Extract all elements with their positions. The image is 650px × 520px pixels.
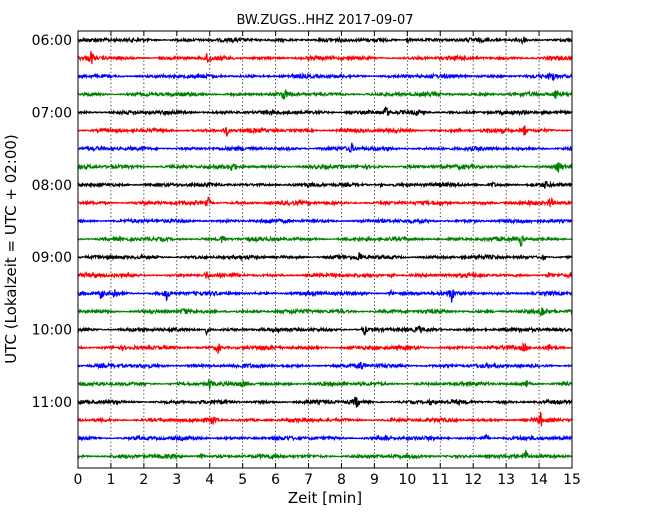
x-tick-label: 14 <box>530 472 548 488</box>
x-tick-label: 7 <box>304 472 313 488</box>
trace-1015 <box>77 341 573 355</box>
chart-title: BW.ZUGS..HHZ 2017-09-07 <box>236 13 413 28</box>
x-tick-label: 6 <box>271 472 280 488</box>
trace-0600 <box>77 35 573 46</box>
trace-1045 <box>77 378 573 390</box>
trace-0945 <box>77 307 573 317</box>
x-tick-label: 3 <box>172 472 181 488</box>
y-tick-label: 08:00 <box>32 178 72 194</box>
trace-0930 <box>77 288 573 303</box>
y-tick-label: 09:00 <box>32 250 72 266</box>
plot-frame <box>77 30 573 469</box>
trace-1115 <box>77 411 573 427</box>
trace-1130 <box>77 433 573 443</box>
y-axis-ticks: 06:00 07:00 08:00 09:00 10:00 11:00 <box>32 33 572 411</box>
trace-1000 <box>77 325 573 337</box>
y-axis-label: UTC (Lokalzeit = UTC + 02:00) <box>2 134 20 364</box>
trace-0900 <box>77 251 573 262</box>
x-tick-label: 2 <box>139 472 148 488</box>
trace-0700 <box>77 105 572 117</box>
y-tick-label: 10:00 <box>32 323 72 339</box>
trace-0645 <box>77 88 573 101</box>
trace-0715 <box>77 125 573 137</box>
trace-1145 <box>77 449 573 461</box>
x-axis-label: Zeit [min] <box>288 489 362 507</box>
plot-area: 0 1 2 3 4 5 6 7 8 9 10 11 12 13 14 15 06:0007:0008:0009… <box>32 30 581 488</box>
trace-0745 <box>77 162 573 173</box>
x-tick-label: 4 <box>205 472 214 488</box>
x-tick-label: 11 <box>431 472 449 488</box>
x-tick-label: 9 <box>370 472 379 488</box>
trace-0630 <box>77 71 573 82</box>
trace-0815 <box>77 196 573 208</box>
trace-0800 <box>77 180 573 189</box>
x-tick-label: 1 <box>106 472 115 488</box>
trace-1100 <box>77 396 573 408</box>
vertical-grid <box>110 31 540 468</box>
x-axis-ticks: 0 1 2 3 4 5 6 7 8 9 10 11 12 13 14 15 <box>74 31 581 488</box>
x-tick-label: 8 <box>337 472 346 488</box>
y-tick-label: 11:00 <box>32 395 72 411</box>
trace-1030 <box>77 361 573 370</box>
x-tick-label: 10 <box>398 472 416 488</box>
x-tick-label: 15 <box>563 472 581 488</box>
x-tick-label: 13 <box>497 472 515 488</box>
x-tick-label: 5 <box>238 472 247 488</box>
traces-group <box>77 35 573 461</box>
trace-0915 <box>77 271 573 281</box>
trace-0615 <box>77 50 573 65</box>
trace-0730 <box>77 142 573 153</box>
x-tick-label: 0 <box>74 472 83 488</box>
x-tick-label: 12 <box>464 472 482 488</box>
trace-0830 <box>77 217 573 226</box>
y-tick-label: 07:00 <box>32 105 72 121</box>
y-tick-label: 06:00 <box>32 33 72 49</box>
trace-0845 <box>77 234 573 247</box>
